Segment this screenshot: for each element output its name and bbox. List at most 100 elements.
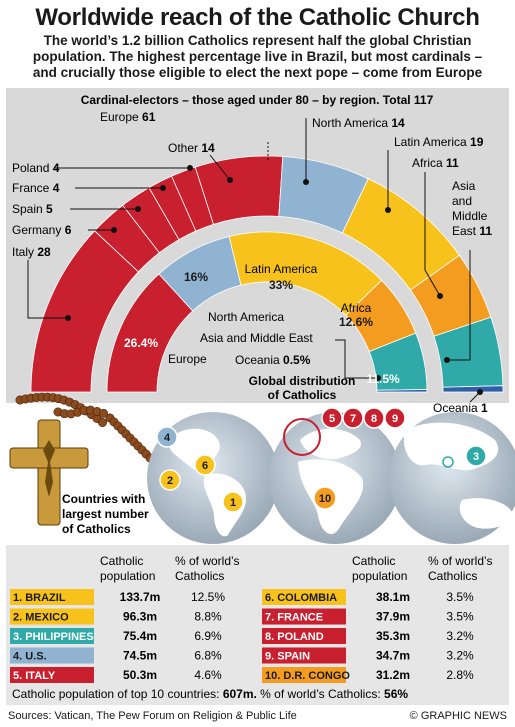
globe-americas [147, 412, 279, 544]
label-poland: Poland 4 [12, 161, 60, 175]
label-north-america: North America 14 [312, 116, 405, 130]
table-row: 9. SPAIN 34.7m 3.2% [262, 647, 474, 664]
cardinal-slice-oceania [442, 385, 504, 393]
rosary-bead [99, 408, 109, 418]
country-name: 8. POLAND [265, 631, 324, 643]
australia-landmass [459, 498, 512, 529]
country-table: 1. BRAZIL 133.7m 12.5% 2. MEXICO 96.3m 8.8% 3.… [10, 589, 474, 683]
marker-4: 4 [156, 426, 178, 448]
globe-asia [389, 412, 515, 544]
leader-italy [27, 260, 68, 319]
philippines-highlight [442, 456, 454, 468]
country-share: 3.5% [446, 590, 474, 604]
dot [187, 165, 193, 171]
subtitle-line: population. The highest percentage live … [32, 49, 483, 64]
country-share: 12.5% [191, 590, 225, 604]
dot [135, 206, 141, 212]
country-share: 6.8% [194, 649, 222, 663]
marker-2: 2 [159, 469, 181, 491]
dot [375, 375, 381, 381]
rank-badge [262, 608, 346, 625]
pct-label-latin-america: 33% [269, 278, 293, 292]
table-row: 10. D.R. CONGO 31.2m 2.8% [262, 667, 474, 683]
subtitle-line: The world’s 1.2 billion Catholics repres… [43, 33, 472, 48]
svg-text:2: 2 [167, 475, 173, 487]
dot [437, 293, 443, 299]
footer-sources: Sources: Vatican, The Pew Forum on Relig… [8, 710, 297, 722]
country-name: 4. U.S. [13, 651, 47, 663]
header-pct-2b: Catholics [428, 569, 477, 583]
country-share: 4.6% [194, 668, 222, 682]
label-germany: Germany 6 [12, 223, 72, 237]
marker-6: 6 [194, 454, 216, 476]
footer-brand: © GRAPHIC NEWS [409, 710, 507, 722]
country-name: 7. FRANCE [265, 612, 323, 624]
dot [303, 179, 309, 185]
header-pct-2: Catholics [175, 569, 224, 583]
svg-text:5: 5 [329, 413, 335, 425]
svg-text:6: 6 [202, 460, 208, 472]
inner-percent-labels: 26.4% 16% 33% 12.6% 11.5% Latin America Africa [124, 262, 400, 386]
europe-landmass [300, 428, 361, 460]
outer-labels: Europe 61 Other 14 Poland 4 France 4 Spa… [12, 110, 492, 415]
page-title: Worldwide reach of the Catholic Church [35, 4, 480, 31]
dot [65, 315, 71, 321]
leader-dots [65, 165, 483, 395]
rank-badge [10, 647, 94, 664]
header-pct-1b: % of world’s [428, 554, 492, 568]
leader-inner-asia [335, 339, 378, 379]
dot [444, 357, 450, 363]
rank-badge [10, 589, 94, 605]
inner-title-2: of Catholics [268, 388, 337, 402]
rosary-bead [98, 417, 108, 427]
country-share: 6.9% [194, 629, 222, 643]
rank-badge [262, 647, 346, 664]
table-row: 1. BRAZIL 133.7m 12.5% [10, 589, 225, 605]
country-population: 133.7m [120, 590, 161, 604]
country-name: 3. PHILIPPINES [13, 631, 94, 643]
table-row: 3. PHILIPPINES 75.4m 6.9% [10, 628, 222, 644]
map-markers: 4 6 2 1 5 7 8 9 10 3 [156, 407, 487, 513]
globe-europe-africa [269, 412, 401, 544]
label-oceania: Oceania 1 [433, 401, 488, 415]
dot [227, 177, 233, 183]
svg-text:8: 8 [371, 413, 377, 425]
inner-label-north-america: North America [208, 310, 284, 324]
svg-text:1: 1 [230, 497, 236, 509]
cardinals-chart-title: Cardinal-electors – those aged under 80 … [81, 93, 434, 107]
pct-label-asia-and-middle-east: 11.5% [366, 372, 400, 386]
label-other: Other 14 [168, 141, 215, 155]
country-population: 35.3m [376, 629, 410, 643]
header-pop-2b: population [352, 569, 407, 583]
inner-label-asia: Asia and Middle East [200, 331, 313, 345]
rank-badge [262, 589, 346, 605]
leader-lines [27, 118, 481, 403]
countries-line-2: largest number [62, 507, 149, 521]
cardinals-ring [30, 155, 504, 393]
country-name: 1. BRAZIL [13, 592, 66, 604]
countries-line-3: of Catholics [62, 522, 131, 536]
rosary-icon [9, 392, 159, 526]
header-pop-1: Catholic [100, 554, 143, 568]
table-headers: Catholic population % of world’s Catholi… [100, 554, 492, 583]
header-pop-1b: Catholic [352, 554, 395, 568]
rank-badge [10, 608, 94, 625]
country-name: 2. MEXICO [13, 612, 69, 624]
catholics-ring [106, 231, 428, 393]
totals-line: Catholic population of top 10 countries:… [12, 687, 408, 701]
label-europe: Europe 61 [100, 110, 156, 124]
dot [160, 185, 166, 191]
svg-text:10: 10 [319, 493, 331, 505]
country-population: 38.1m [376, 590, 410, 604]
rank-badge [262, 628, 346, 644]
label-italy: Italy 28 [12, 245, 51, 259]
dot [385, 207, 391, 213]
leader-asia [447, 250, 471, 361]
countries-box: Countries with largest number of Catholi… [62, 492, 149, 536]
inner-label-europe: Europe [168, 352, 207, 366]
label-asia: Asia and Middle East 11 [452, 179, 492, 238]
inner-title-1: Global distribution [249, 374, 356, 388]
rank-badge [10, 667, 94, 683]
table-row: 2. MEXICO 96.3m 8.8% [10, 608, 222, 625]
table-row: 5. ITALY 50.3m 4.6% [10, 667, 222, 683]
